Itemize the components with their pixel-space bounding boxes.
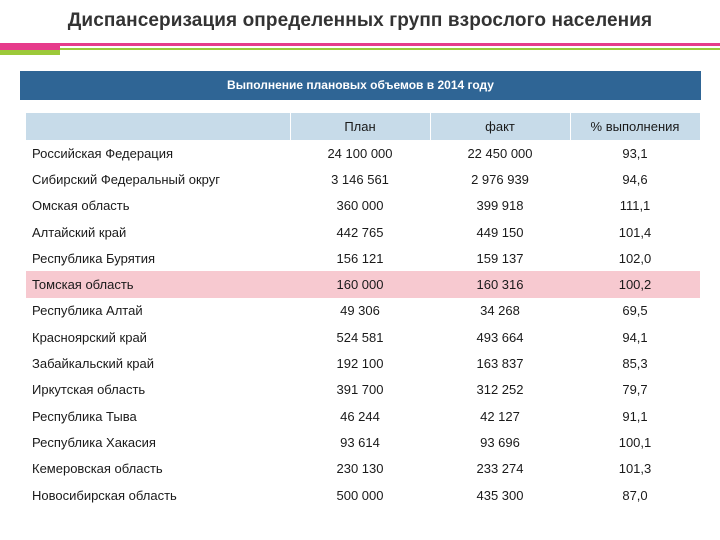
fact-value: 399 918 <box>476 198 524 214</box>
plan-value: 360 000 <box>336 198 384 214</box>
fact-value: 160 316 <box>430 271 570 298</box>
fact-value: 493 664 <box>476 329 524 345</box>
plan-value: 3 146 561 <box>331 171 389 187</box>
region-name: Красноярский край <box>32 329 147 345</box>
plan-value: 192 100 <box>336 356 384 372</box>
plan-value: 24 100 000 <box>327 145 393 161</box>
region-name: Республика Алтай <box>32 303 143 319</box>
fact-value: 312 252 <box>476 382 524 398</box>
fact-value: 233 274 <box>476 461 524 477</box>
region-name: Сибирский Федеральный округ <box>32 171 221 187</box>
fact-value: 42 127 <box>480 408 520 424</box>
region-name: Российская Федерация <box>32 145 174 161</box>
plan-value: 500 000 <box>336 487 384 503</box>
region-name: Республика Хакасия <box>32 434 156 450</box>
percent-value: 93,1 <box>622 145 648 161</box>
plan-value: 49 306 <box>340 303 380 319</box>
table-row: Омская область 360 000 399 918 111,1 <box>26 193 700 219</box>
plan-value: 46 244 <box>340 408 380 424</box>
table-row: Российская Федерация 24 100 000 22 450 000… <box>26 140 700 166</box>
plan-value: 156 121 <box>336 250 384 266</box>
fact-value: 34 268 <box>480 303 520 319</box>
fact-value: 449 150 <box>476 224 524 240</box>
region-name: Республика Бурятия <box>32 250 156 266</box>
region-name: Иркутская область <box>32 382 146 398</box>
plan-value: 524 581 <box>336 329 384 345</box>
percent-value: 101,3 <box>618 461 652 477</box>
region-name: Новосибирская область <box>32 487 177 503</box>
header-region <box>26 113 291 140</box>
table-row: Забайкальский край 192 100 163 837 85,3 <box>26 350 700 376</box>
table-row: Сибирский Федеральный округ 3 146 561 2 97… <box>26 166 700 192</box>
header-fact: факт <box>430 113 571 140</box>
table-row: Новосибирская область 500 000 435 300 87,0 <box>26 482 700 508</box>
plan-value: 230 130 <box>336 461 384 477</box>
fact-value: 93 696 <box>480 434 520 450</box>
percent-value: 91,1 <box>622 408 648 424</box>
percent-value: 101,4 <box>618 224 652 240</box>
region-name: Забайкальский край <box>32 356 155 372</box>
fact-value: 22 450 000 <box>467 145 533 161</box>
header-plan: План <box>290 113 431 140</box>
percent-value: 79,7 <box>622 382 648 398</box>
percent-value: 87,0 <box>622 487 648 503</box>
plan-value: 160 000 <box>290 271 430 298</box>
table-row: Кемеровская область 230 130 233 274 101,3 <box>26 456 700 482</box>
decorative-stripes <box>0 43 720 57</box>
table-row: Красноярский край 524 581 493 664 94,1 <box>26 324 700 350</box>
table-row: Республика Тыва 46 244 42 127 91,1 <box>26 403 700 429</box>
plan-value: 442 765 <box>336 224 384 240</box>
plan-value: 391 700 <box>336 382 384 398</box>
percent-value: 94,1 <box>622 329 648 345</box>
plan-value: 93 614 <box>340 434 380 450</box>
fact-value: 163 837 <box>476 356 524 372</box>
fact-value: 159 137 <box>476 250 524 266</box>
fact-value: 2 976 939 <box>471 171 529 187</box>
section-banner: Выполнение плановых объемов в 2014 году <box>20 71 701 100</box>
fact-value: 435 300 <box>476 487 524 503</box>
region-name: Алтайский край <box>32 224 127 240</box>
data-table: План факт % выполнения Российская Федера… <box>26 113 701 508</box>
percent-value: 94,6 <box>622 171 648 187</box>
table-row: Республика Хакасия 93 614 93 696 100,1 <box>26 429 700 455</box>
percent-value: 100,2 <box>570 271 700 298</box>
region-name: Томская область <box>26 271 290 298</box>
region-name: Омская область <box>32 198 130 214</box>
header-percent: % выполнения <box>570 113 701 140</box>
region-name: Кемеровская область <box>32 461 163 477</box>
table-row: Алтайский край 442 765 449 150 101,4 <box>26 219 700 245</box>
page-title: Диспансеризация определенных групп взрос… <box>67 10 653 31</box>
table-header-row: План факт % выполнения <box>26 113 701 140</box>
region-name: Республика Тыва <box>32 408 137 424</box>
table-row: Республика Алтай 49 306 34 268 69,5 <box>26 298 700 324</box>
percent-value: 85,3 <box>622 356 648 372</box>
percent-value: 100,1 <box>618 434 652 450</box>
percent-value: 102,0 <box>618 250 652 266</box>
percent-value: 69,5 <box>622 303 648 319</box>
table-row: Иркутская область 391 700 312 252 79,7 <box>26 377 700 403</box>
table-row: Республика Бурятия 156 121 159 137 102,0 <box>26 245 700 271</box>
percent-value: 111,1 <box>619 198 651 214</box>
table-row: Томская область 160 000 160 316 100,2 <box>26 271 700 298</box>
